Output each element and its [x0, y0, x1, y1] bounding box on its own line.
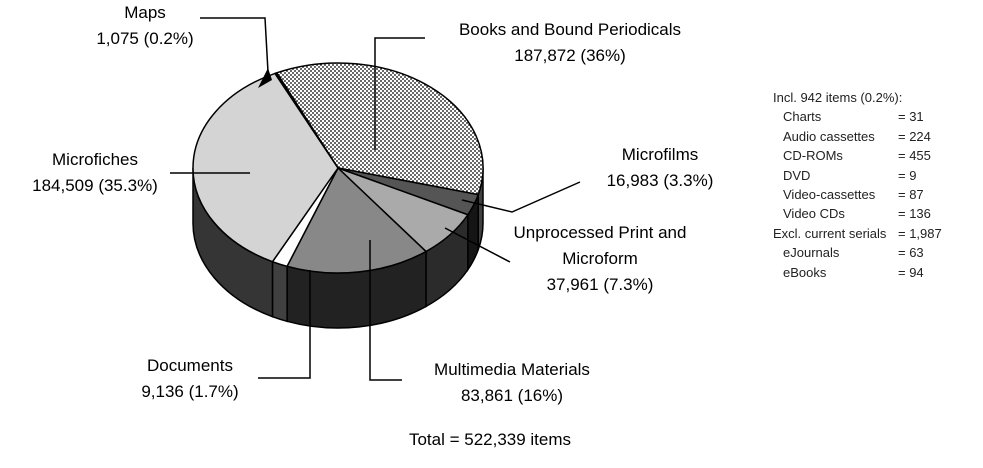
category-name: Microfiches — [52, 150, 138, 169]
leader-line — [444, 227, 511, 263]
note-value: = 136 — [898, 206, 931, 222]
note-item: Charts — [783, 109, 822, 125]
note-item: Video-cassettes — [783, 186, 876, 202]
note-value: = 224 — [898, 128, 931, 144]
note-value: = 94 — [898, 264, 924, 280]
note-row: Video-cassettes = 87 — [773, 185, 924, 204]
category-name: Unprocessed Print and Microform — [513, 223, 687, 268]
value-label: 1,075 (0.2%) — [96, 29, 194, 48]
note-value: = 1,987 — [898, 225, 942, 241]
value-label: 184,509 (35.3%) — [32, 176, 158, 195]
note-value: = 455 — [898, 148, 931, 164]
footnote: Total = 522,339 items — [408, 430, 572, 449]
slice — [274, 72, 339, 169]
slice-label: Books and Bound Periodicals 187,872 (36%) — [425, 17, 715, 69]
note-row: eBooks = 94 — [773, 263, 924, 282]
value-label: 187,872 (36%) — [514, 46, 626, 65]
leader-line — [374, 37, 425, 150]
value-label: 83,861 (16%) — [460, 386, 564, 405]
note-row: CD-ROMs = 455 — [773, 146, 931, 165]
leader-line — [200, 17, 269, 73]
note-value: = 31 — [898, 109, 924, 125]
note-heading: Excl. current serials = 1,987 — [773, 224, 942, 243]
slice-label: Maps 1,075 (0.2%) — [60, 0, 230, 52]
slice — [192, 72, 339, 263]
note-item: eBooks — [783, 264, 827, 280]
note-row: Video CDs = 136 — [773, 204, 931, 223]
note-row: Audio cassettes = 224 — [773, 127, 931, 146]
category-name: Books and Bound Periodicals — [458, 20, 682, 39]
category-name: Multimedia Materials — [434, 360, 590, 379]
value-label: 37,961 (7.3%) — [546, 275, 654, 294]
category-name: Documents — [147, 356, 233, 375]
slice-label: Documents 9,136 (1.7%) — [100, 353, 280, 405]
note-value: = 87 — [898, 186, 924, 202]
slice-label: Unprocessed Print and Microform 37,961 (7… — [500, 220, 700, 298]
value-label: 9,136 (1.7%) — [141, 382, 239, 401]
slice-label: Microfiches 184,509 (35.3%) — [0, 147, 190, 199]
slice — [275, 62, 484, 196]
note: Incl. 942 items (0.2%): Charts = 31 Audio c… — [773, 88, 942, 282]
note-item: Audio cassettes — [783, 128, 875, 144]
slice — [286, 167, 427, 274]
note-item: CD-ROMs — [783, 148, 843, 164]
note-row: eJournals = 63 — [773, 243, 924, 262]
slice-label: Multimedia Materials 83,861 (16%) — [392, 357, 632, 409]
marker — [258, 68, 272, 88]
slice-side — [271, 260, 288, 323]
slice-label: Microfilms 16,983 (3.3%) — [575, 142, 745, 194]
note-item: DVD — [783, 167, 811, 183]
leader-line — [461, 181, 581, 213]
note-row: Charts = 31 — [773, 107, 924, 126]
leader-line — [258, 270, 311, 379]
leader-line — [369, 240, 402, 381]
note-value: = 9 — [898, 167, 917, 183]
category-name: Microfilms — [621, 145, 699, 164]
note-value: = 63 — [898, 245, 924, 261]
note-heading: Incl. 942 items (0.2%): — [773, 90, 903, 105]
note-item: eJournals — [783, 245, 840, 261]
note-heading-text: Excl. current serials — [773, 225, 887, 241]
value-label: 16,983 (3.3%) — [606, 171, 714, 190]
note-row: DVD = 9 — [773, 166, 916, 185]
note-item: Video CDs — [783, 206, 845, 222]
category-name: Maps — [124, 3, 166, 22]
